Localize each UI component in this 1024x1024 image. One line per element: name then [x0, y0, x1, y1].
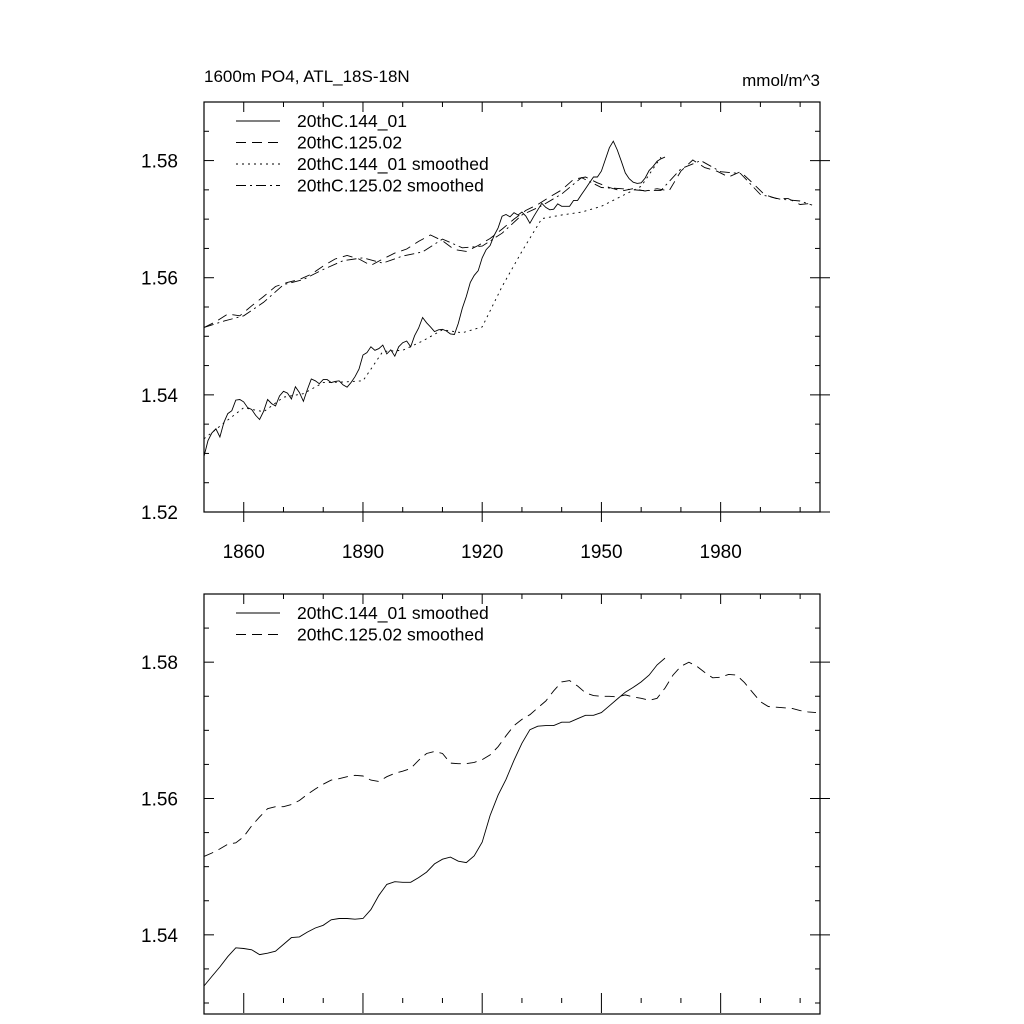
y-tick-label: 1.58 [141, 653, 178, 674]
series-line [203, 140, 666, 457]
y-tick-label: 1.54 [141, 926, 178, 947]
y-tick-label: 1.58 [141, 152, 178, 173]
bottom-plot-frame [203, 593, 821, 1015]
top-series-lines [203, 140, 813, 457]
legend-label: 20thC.144_01 smoothed [297, 154, 489, 175]
series-line [203, 156, 662, 440]
top-panel: 1600m PO4, ATL_18S-18N mmol/m^3 1860 1890… [141, 67, 830, 563]
y-tick-label: 1.56 [141, 790, 178, 811]
y-tick-label: 1.54 [141, 386, 178, 407]
series-line [203, 661, 817, 857]
x-tick-label: 1890 [342, 542, 384, 563]
legend-label: 20thC.125.02 smoothed [297, 176, 484, 196]
series-line [203, 657, 666, 987]
y-tick-label: 1.56 [141, 269, 178, 290]
series-line [203, 159, 813, 328]
series-line [203, 160, 813, 328]
x-tick-label: 1980 [700, 542, 742, 563]
chart-title: 1600m PO4, ATL_18S-18N [204, 67, 410, 86]
y-tick-label: 1.52 [141, 503, 178, 524]
legend-label: 20thC.144_01 [297, 111, 407, 132]
bottom-series-lines [203, 657, 817, 987]
top-axis-ticks: 1860 1890 1920 1950 1980 1.52 1.54 1.56 1.58 [141, 101, 830, 563]
bottom-panel: 1.54 1.56 1.58 20thC.144_01 smoothed20thC.… [141, 593, 830, 1015]
legend-label: 20thC.125.02 smoothed [297, 625, 484, 645]
x-tick-label: 1920 [461, 542, 503, 563]
legend-label: 20thC.125.02 [297, 133, 402, 153]
chart-units: mmol/m^3 [742, 71, 820, 90]
legend-label: 20thC.144_01 smoothed [297, 603, 489, 624]
x-tick-label: 1860 [223, 542, 265, 563]
x-tick-label: 1950 [580, 542, 622, 563]
bottom-axis-ticks: 1.54 1.56 1.58 [141, 593, 830, 1013]
